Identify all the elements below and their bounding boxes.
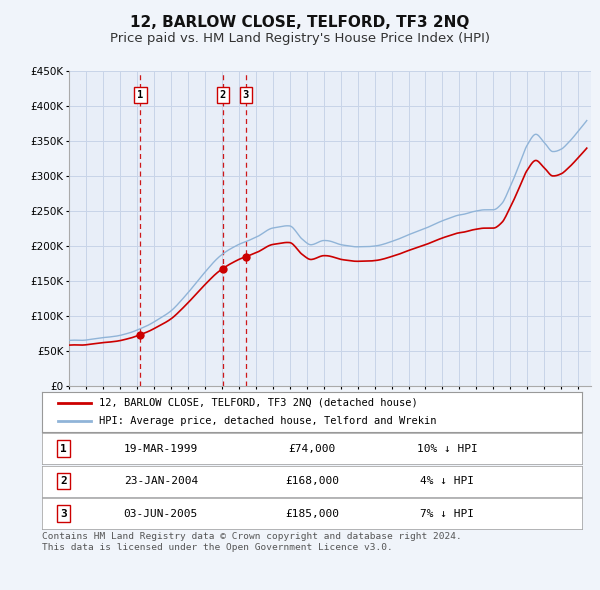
Text: Contains HM Land Registry data © Crown copyright and database right 2024.
This d: Contains HM Land Registry data © Crown c…	[42, 532, 462, 552]
Text: 23-JAN-2004: 23-JAN-2004	[124, 476, 198, 486]
Text: 7% ↓ HPI: 7% ↓ HPI	[420, 509, 474, 519]
Text: 12, BARLOW CLOSE, TELFORD, TF3 2NQ (detached house): 12, BARLOW CLOSE, TELFORD, TF3 2NQ (deta…	[98, 398, 418, 408]
Text: £74,000: £74,000	[289, 444, 335, 454]
Text: 4% ↓ HPI: 4% ↓ HPI	[420, 476, 474, 486]
Text: 12, BARLOW CLOSE, TELFORD, TF3 2NQ: 12, BARLOW CLOSE, TELFORD, TF3 2NQ	[130, 15, 470, 30]
Text: 1: 1	[137, 90, 143, 100]
Text: HPI: Average price, detached house, Telford and Wrekin: HPI: Average price, detached house, Telf…	[98, 416, 436, 426]
Text: 03-JUN-2005: 03-JUN-2005	[124, 509, 198, 519]
Text: 1: 1	[60, 444, 67, 454]
Text: £185,000: £185,000	[285, 509, 339, 519]
Text: Price paid vs. HM Land Registry's House Price Index (HPI): Price paid vs. HM Land Registry's House …	[110, 32, 490, 45]
Text: 3: 3	[243, 90, 249, 100]
Text: 3: 3	[60, 509, 67, 519]
Text: 19-MAR-1999: 19-MAR-1999	[124, 444, 198, 454]
Text: 2: 2	[60, 476, 67, 486]
Text: 10% ↓ HPI: 10% ↓ HPI	[416, 444, 478, 454]
Text: 2: 2	[220, 90, 226, 100]
Text: £168,000: £168,000	[285, 476, 339, 486]
